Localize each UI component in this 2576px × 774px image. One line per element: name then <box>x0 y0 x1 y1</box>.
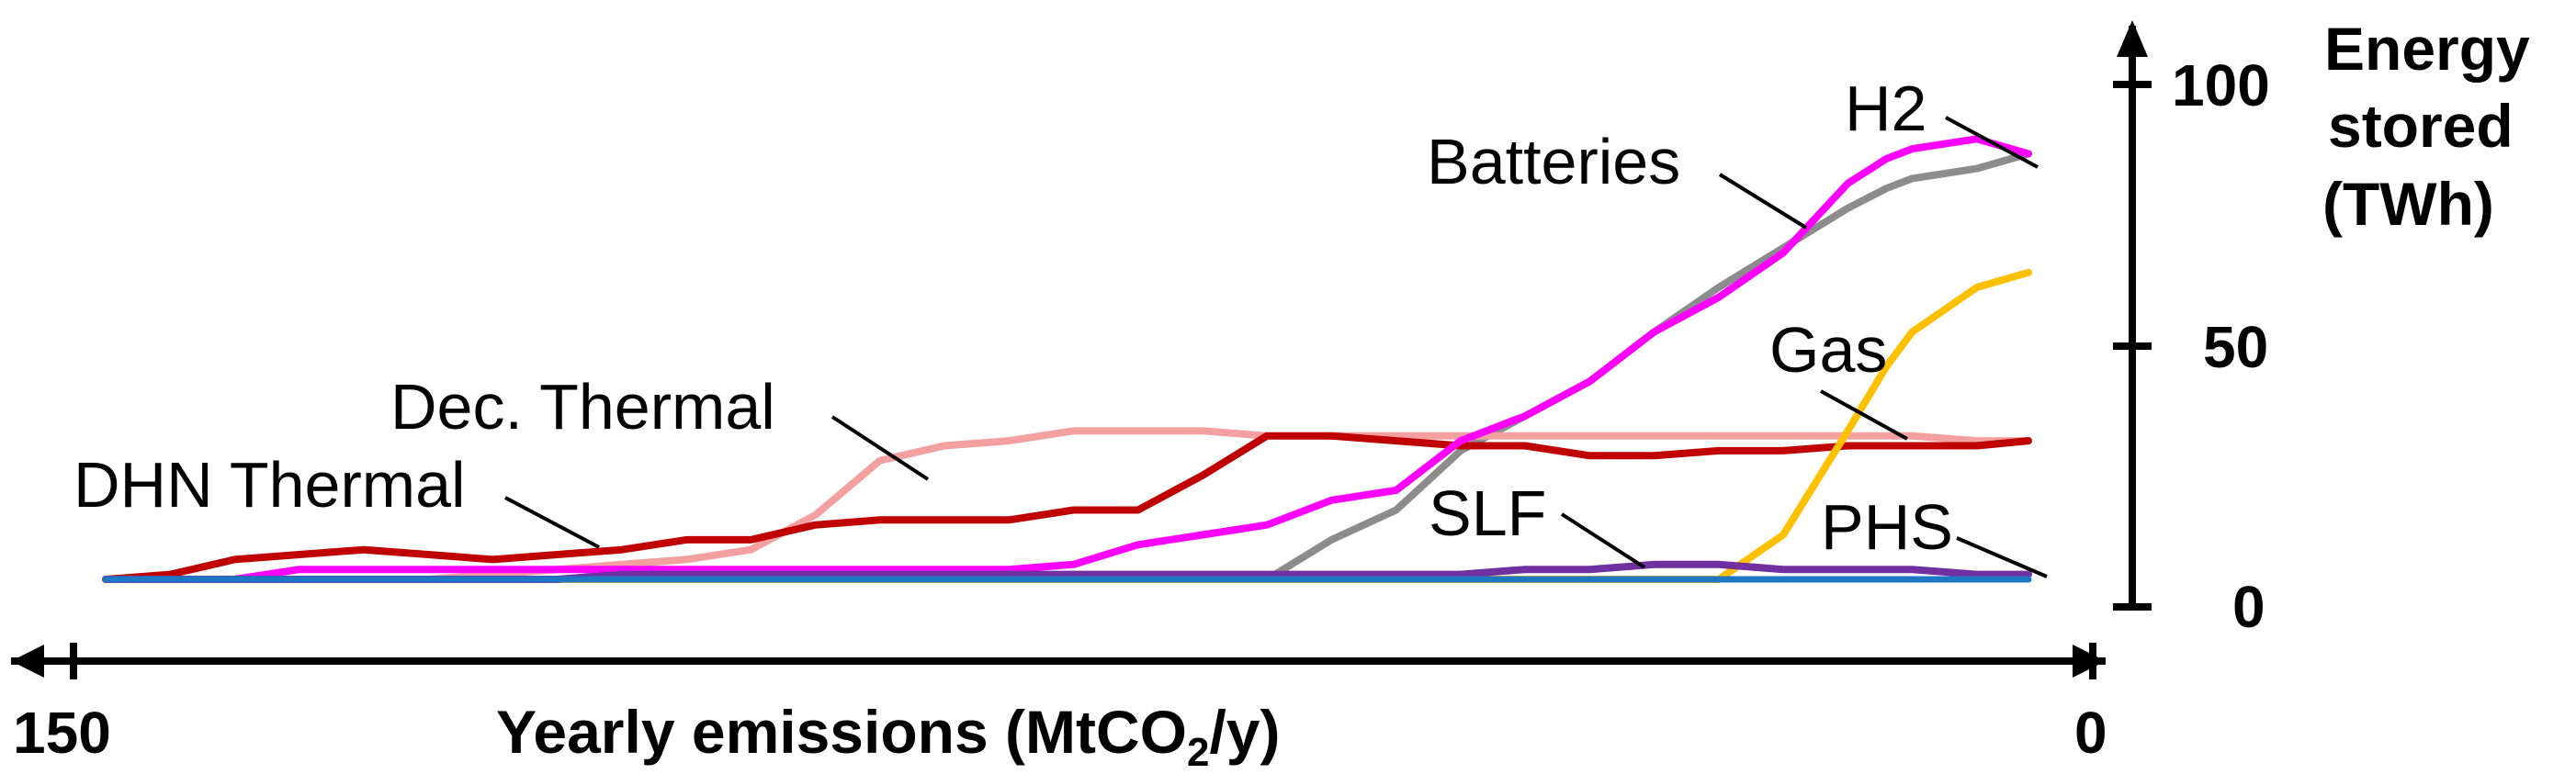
y-axis-title-line-1: Energy <box>2324 15 2530 83</box>
leader-line-dec-thermal <box>830 415 930 481</box>
leader-line-dhn-thermal <box>504 496 600 549</box>
y-axis-top-arrow <box>2117 20 2148 57</box>
leader-layer <box>504 116 2048 578</box>
leader-line-slf <box>1560 512 1646 569</box>
y-axis-title-line-2: stored <box>2328 92 2514 160</box>
leader-line-gas <box>1820 389 1908 441</box>
x-axis-title-main: Yearly emissions (MtCO <box>496 698 1187 766</box>
x-tick-label-0: 0 <box>2074 700 2107 766</box>
x-axis-title: Yearly emissions (MtCO2/y) <box>496 698 1280 774</box>
annotation-dhn-thermal: DHN Thermal <box>73 449 466 521</box>
annotation-slf: SLF <box>1429 477 1546 549</box>
annotation-h2: H2 <box>1845 73 1926 144</box>
x-axis-title-subscript: 2 <box>1187 730 1209 774</box>
series-line-dhn-thermal <box>102 432 2032 583</box>
leader-line-batteries <box>1718 173 1808 230</box>
y-tick-label-50: 50 <box>2203 314 2268 380</box>
annotation-batteries: Batteries <box>1427 126 1680 197</box>
series-layer <box>102 135 2032 583</box>
annotation-phs: PHS <box>1821 491 1953 563</box>
x-axis-left-arrow <box>11 645 44 678</box>
x-tick-label-150: 150 <box>13 700 111 766</box>
series-line-h2 <box>102 135 2032 583</box>
annotation-dec-thermal: Dec. Thermal <box>390 371 775 443</box>
y-tick-label-100: 100 <box>2172 52 2270 118</box>
annotation-gas: Gas <box>1769 314 1887 386</box>
y-tick-label-0: 0 <box>2232 574 2265 640</box>
leader-line-h2 <box>1945 116 2039 169</box>
y-axis-title-line-3: (TWh) <box>2322 170 2494 238</box>
leader-line-phs <box>1956 536 2048 578</box>
x-axis-title-suffix: /y) <box>1209 698 1280 766</box>
